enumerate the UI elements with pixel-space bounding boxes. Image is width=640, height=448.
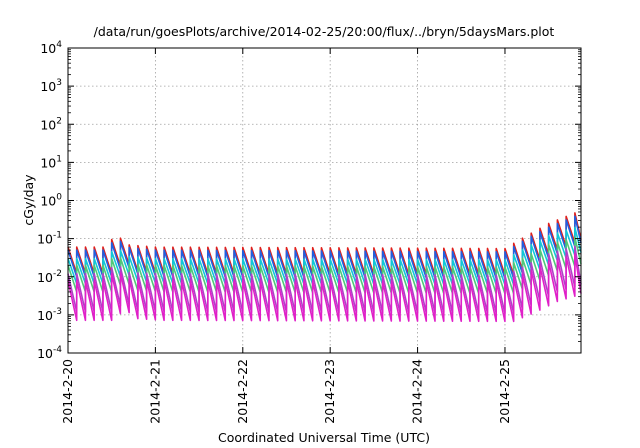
x-axis-label: Coordinated Universal Time (UTC) bbox=[218, 430, 430, 445]
chart-title: /data/run/goesPlots/archive/2014-02-25/2… bbox=[94, 24, 555, 39]
x-tick-label: 2014-2-22 bbox=[235, 359, 250, 424]
y-axis-label: cGy/day bbox=[21, 174, 36, 226]
y-tick-exponent: 4 bbox=[56, 40, 62, 50]
y-tick-exponent: 2 bbox=[56, 116, 62, 126]
series-line bbox=[67, 252, 582, 323]
y-tick-label: 104 bbox=[40, 40, 62, 56]
tick-layer: 10-410-310-210-11001011021031042014-2-20… bbox=[37, 40, 581, 424]
y-tick-label: 103 bbox=[40, 78, 62, 94]
y-tick-exponent: -3 bbox=[53, 307, 62, 317]
x-tick-label: 2014-2-24 bbox=[410, 359, 425, 424]
series-layer bbox=[67, 212, 582, 323]
y-tick-exponent: 0 bbox=[56, 193, 62, 203]
y-tick-exponent: 1 bbox=[56, 154, 62, 164]
y-tick-label: 100 bbox=[40, 193, 62, 209]
y-tick-label: 102 bbox=[40, 116, 62, 132]
y-tick-exponent: -4 bbox=[53, 345, 62, 355]
x-tick-label: 2014-2-25 bbox=[497, 359, 512, 424]
y-tick-label: 10-4 bbox=[37, 345, 62, 361]
x-tick-label: 2014-2-20 bbox=[60, 359, 75, 424]
y-tick-label: 10-3 bbox=[37, 307, 62, 323]
y-tick-label: 10-2 bbox=[37, 269, 62, 285]
y-tick-label: 101 bbox=[40, 154, 62, 170]
y-tick-exponent: -2 bbox=[53, 269, 62, 279]
y-tick-label: 10-1 bbox=[37, 231, 62, 247]
x-tick-label: 2014-2-21 bbox=[147, 359, 162, 424]
y-tick-exponent: 3 bbox=[56, 78, 62, 88]
x-tick-label: 2014-2-23 bbox=[322, 359, 337, 424]
y-tick-exponent: -1 bbox=[53, 231, 62, 241]
